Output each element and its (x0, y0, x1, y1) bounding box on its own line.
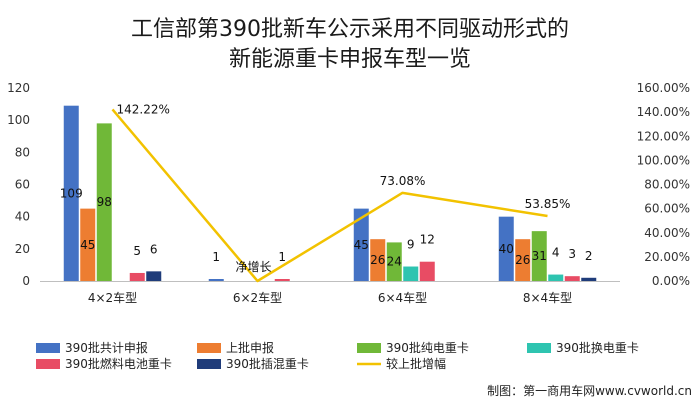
legend-label: 390批插混重卡 (226, 356, 309, 371)
x-category-label: 4×2车型 (88, 290, 137, 305)
bar-data-label: 2 (585, 249, 593, 263)
y-tick-label: 40 (15, 210, 30, 224)
bar-data-label: 6 (150, 242, 158, 256)
bar-data-label: 1 (212, 250, 220, 264)
bar (386, 242, 402, 281)
legend-label: 390批纯电重卡 (386, 340, 469, 355)
y2-tick-label: 0.00% (652, 274, 690, 288)
axes: 0 20 40 60 80 100 120 0.00% 20.00% 40.00% 60.00% 80… (7, 81, 690, 305)
bar (274, 279, 290, 281)
bar-data-label: 98 (97, 195, 112, 209)
legend-swatch (527, 343, 551, 353)
bar (531, 231, 547, 281)
bar (146, 271, 162, 281)
line-data-label: 53.85% (525, 197, 571, 211)
y2-tick-label: 120.00% (637, 129, 690, 143)
y-tick-label: 120 (7, 81, 30, 95)
bar-data-label: 45 (80, 238, 95, 252)
legend-label: 上批申报 (226, 340, 274, 355)
bar (63, 105, 79, 281)
y-tick-label: 0 (22, 274, 30, 288)
legend-swatch (197, 343, 221, 353)
line-data-label: 73.08% (380, 174, 426, 188)
growth-line-layer (111, 108, 548, 283)
legend-swatch (36, 343, 60, 353)
bar (498, 216, 514, 281)
bar-data-label: 3 (568, 247, 576, 261)
bar-data-label: 4 (552, 246, 560, 260)
legend-swatch (36, 359, 60, 369)
line-data-label: 142.22% (117, 102, 170, 116)
bar (581, 277, 597, 281)
chart-credit: 制图：第一商用车网www.cvworld.cn (487, 383, 692, 398)
bar (353, 208, 369, 281)
bar (370, 239, 386, 281)
bar-data-label: 26 (370, 253, 385, 267)
chart-title-line1: 工信部第390批新车公示采用不同驱动形式的 (131, 17, 569, 42)
growth-line (111, 108, 548, 283)
y2-tick-label: 140.00% (637, 105, 690, 119)
legend-label: 较上批增幅 (386, 356, 446, 371)
chart-title-line2: 新能源重卡申报车型一览 (229, 47, 471, 72)
bar-data-label: 5 (133, 244, 141, 258)
x-category-label: 8×4车型 (523, 290, 572, 305)
y-tick-label: 60 (15, 178, 30, 192)
bar (129, 272, 145, 281)
bar-data-label: 26 (515, 253, 530, 267)
y-tick-label: 20 (15, 242, 30, 256)
y2-tick-label: 100.00% (637, 153, 690, 167)
legend-label: 390批换电重卡 (556, 340, 639, 355)
y-tick-label: 100 (7, 113, 30, 127)
x-category-label: 6×4车型 (378, 290, 427, 305)
bar-data-label: 45 (354, 238, 369, 252)
y-tick-label: 80 (15, 145, 30, 159)
x-category-label: 6×2车型 (233, 290, 282, 305)
y2-tick-label: 60.00% (644, 202, 690, 216)
y2-tick-label: 80.00% (644, 178, 690, 192)
bar (548, 274, 564, 281)
bar (208, 279, 224, 281)
bar-data-label: 40 (499, 242, 514, 256)
legend-swatch (357, 343, 381, 353)
bar (96, 123, 112, 281)
bar (80, 208, 96, 281)
legend-label: 390批共计申报 (65, 340, 148, 355)
bar (419, 261, 435, 281)
bar-data-label: 109 (60, 186, 83, 200)
legend-swatch (197, 359, 221, 369)
y2-tick-label: 160.00% (637, 81, 690, 95)
bar (403, 266, 419, 281)
bar-data-label: 24 (387, 255, 402, 269)
bars (63, 105, 597, 281)
y2-tick-label: 40.00% (644, 226, 690, 240)
bar-data-label: 12 (420, 233, 435, 247)
legend: 390批共计申报 上批申报 390批纯电重卡 390批换电重卡 390批燃料电池重卡 39… (36, 340, 639, 371)
bar-data-label: 1 (278, 250, 286, 264)
line-data-label: 净增长 (235, 260, 271, 274)
y2-tick-label: 20.00% (644, 250, 690, 264)
bar (564, 276, 580, 281)
bar (515, 239, 531, 281)
bar-data-label: 9 (407, 238, 415, 252)
bar-data-label: 31 (532, 249, 547, 263)
legend-label: 390批燃料电池重卡 (65, 356, 172, 371)
